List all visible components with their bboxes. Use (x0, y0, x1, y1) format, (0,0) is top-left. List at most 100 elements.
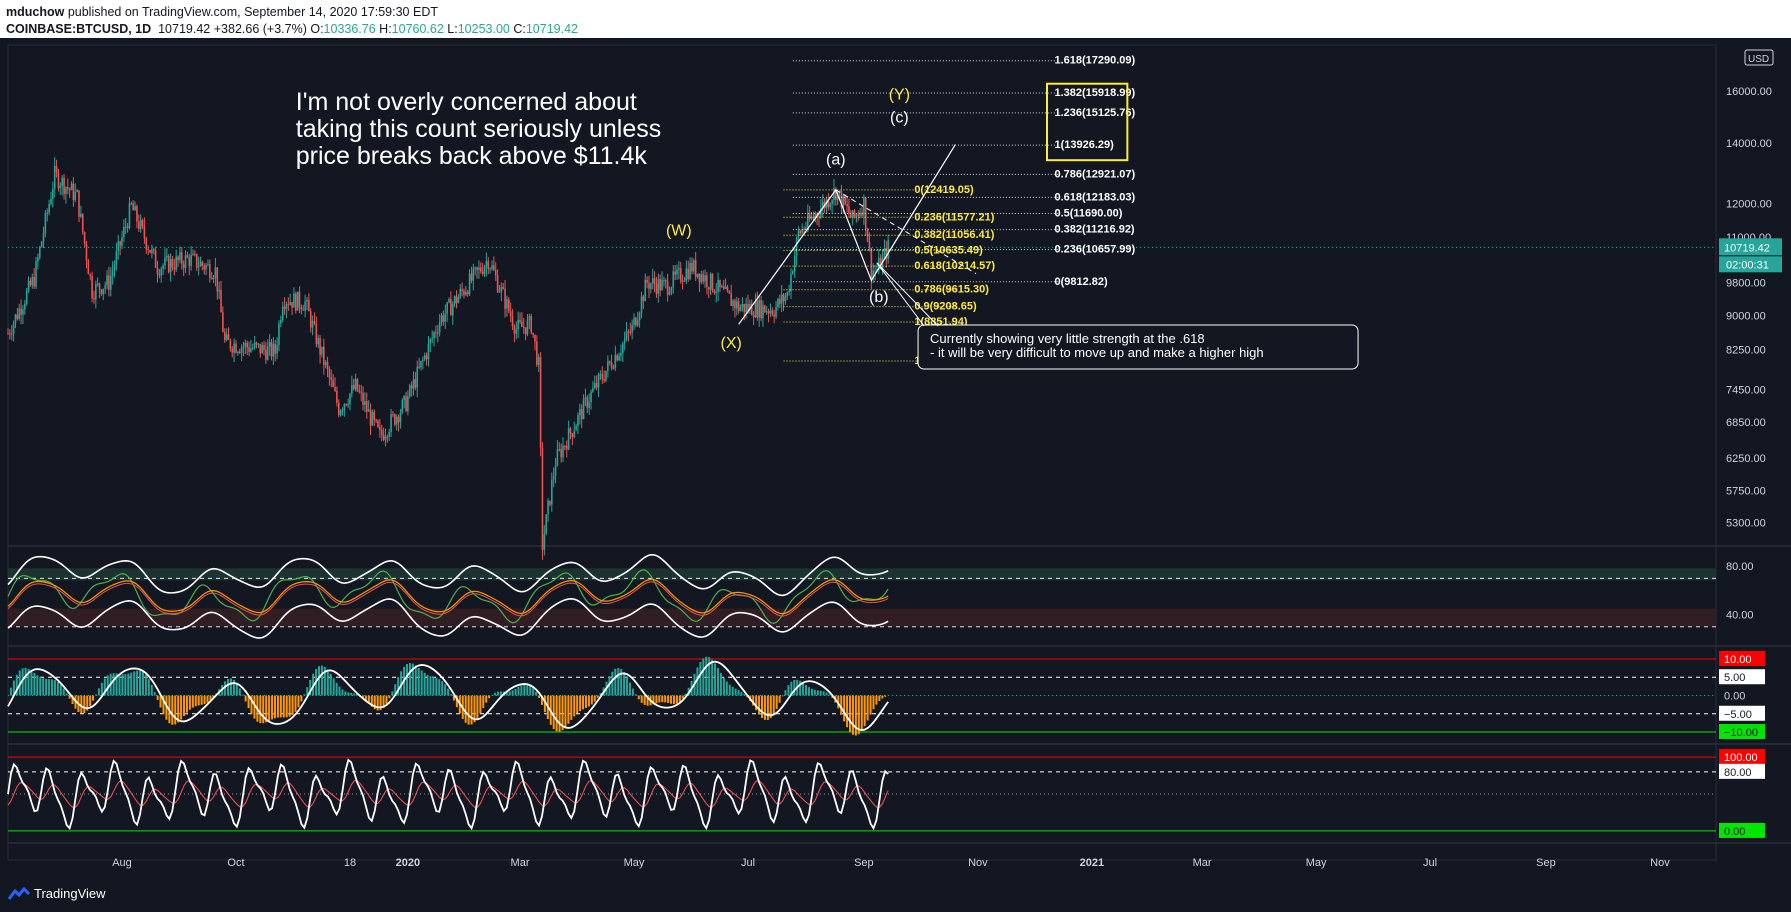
candle-body (622, 343, 624, 353)
candle-body (506, 299, 508, 309)
time-tick-label: Nov (968, 857, 988, 869)
candle-body (373, 411, 376, 420)
candle-body (216, 267, 219, 292)
candle-body (450, 299, 452, 316)
histogram-bar (212, 695, 215, 698)
candle-body (521, 321, 523, 327)
candle-body (203, 265, 206, 270)
candle-body (556, 449, 559, 466)
chart-canvas[interactable]: 16000.0014000.0012000.0011000.009800.009… (0, 38, 1791, 880)
candle-body (437, 332, 439, 334)
candle-body (300, 307, 303, 310)
histogram-bar (59, 684, 62, 696)
callout-line: Currently showing very little strength a… (930, 331, 1205, 346)
histogram-bar (130, 672, 133, 696)
candle-body (758, 299, 761, 318)
histogram-bar (276, 695, 279, 718)
candle-body (670, 287, 673, 293)
tradingview-brand[interactable]: TradingView (8, 886, 106, 901)
countdown-badge (1719, 256, 1782, 273)
candle-body (162, 265, 164, 269)
publisher-name[interactable]: mduchow (6, 5, 65, 19)
histogram-bar (582, 695, 585, 710)
symbol-label[interactable]: COINBASE:BTCUSD, 1D (6, 22, 152, 36)
price-tick-label: 9000.00 (1726, 311, 1766, 323)
candle-body (274, 343, 277, 354)
candle-body (778, 299, 781, 305)
histogram-bar (153, 692, 156, 696)
histogram-bar (579, 695, 582, 712)
histogram-bar (590, 695, 593, 705)
histogram-bar (133, 671, 136, 696)
candle-body (308, 299, 310, 312)
histogram-bar (470, 695, 473, 725)
candle-body (339, 410, 342, 416)
candle-body (691, 262, 693, 272)
currency-badge[interactable] (1744, 49, 1774, 66)
chart-header: mduchow published on TradingView.com, Se… (0, 0, 1791, 38)
histogram-bar (587, 695, 590, 707)
candle-body (760, 299, 762, 319)
candle-body (330, 377, 333, 380)
histogram-bar (643, 695, 646, 705)
histogram-bar (722, 677, 725, 696)
histogram-bar (655, 695, 658, 704)
symbol-line: COINBASE:BTCUSD, 1D 10719.42 +382.66 (+3… (6, 22, 578, 36)
histogram-bar (141, 671, 144, 696)
histogram-bar (444, 684, 447, 696)
histogram-bar (312, 673, 315, 696)
candle-body (664, 280, 667, 282)
histogram-bar (259, 695, 262, 724)
candle-body (115, 251, 118, 266)
fib-level-label: 0.236(11577.21) (914, 211, 994, 223)
candle-body (182, 264, 185, 268)
histogram-bar (42, 678, 45, 696)
candle-body (547, 500, 549, 515)
histogram-bar (561, 695, 564, 731)
histogram-bar (68, 695, 71, 699)
pane3-tick-label: 5.00 (1724, 672, 1745, 684)
candle-body (853, 210, 856, 217)
histogram-bar (341, 689, 344, 696)
histogram-bar (370, 695, 373, 707)
time-tick-label: 2021 (1080, 857, 1104, 869)
candle-body (395, 416, 398, 425)
histogram-bar (294, 695, 297, 712)
fib-ext-label: 1.618(17290.09) (1054, 55, 1135, 67)
candle-body (27, 280, 30, 291)
pane4-tick-label: 80.00 (1724, 767, 1752, 779)
candle-body (700, 274, 703, 283)
open-value: 10336.76 (323, 22, 376, 36)
histogram-bar (382, 695, 385, 708)
histogram-bar (672, 695, 675, 705)
fib-ext-label: 0.5(11690.00) (1054, 207, 1122, 219)
candle-body (719, 279, 721, 288)
histogram-bar (394, 684, 397, 696)
histogram-bar (702, 658, 705, 696)
histogram-bar (326, 669, 329, 696)
histogram-bar (567, 695, 570, 724)
candle-body (283, 306, 286, 309)
candle-body (29, 280, 32, 286)
histogram-bar (51, 679, 54, 696)
candle-body (10, 333, 13, 335)
candle-body (81, 213, 84, 233)
candle-body (790, 273, 792, 292)
histogram-bar (323, 666, 326, 696)
histogram-bar (684, 693, 687, 696)
candle-body (166, 255, 168, 258)
histogram-bar (229, 678, 232, 696)
candle-body (104, 285, 106, 289)
histogram-bar (309, 679, 312, 696)
close-label: C: (513, 22, 526, 36)
histogram-bar (39, 677, 42, 696)
candle-body (22, 309, 24, 315)
candle-body (257, 343, 260, 345)
histogram-bar (271, 695, 274, 720)
candle-body (612, 367, 615, 369)
histogram-bar (825, 692, 828, 696)
candle-body (317, 337, 320, 345)
candle-body (177, 256, 179, 261)
candle-body (425, 355, 428, 360)
histogram-bar (752, 695, 755, 706)
